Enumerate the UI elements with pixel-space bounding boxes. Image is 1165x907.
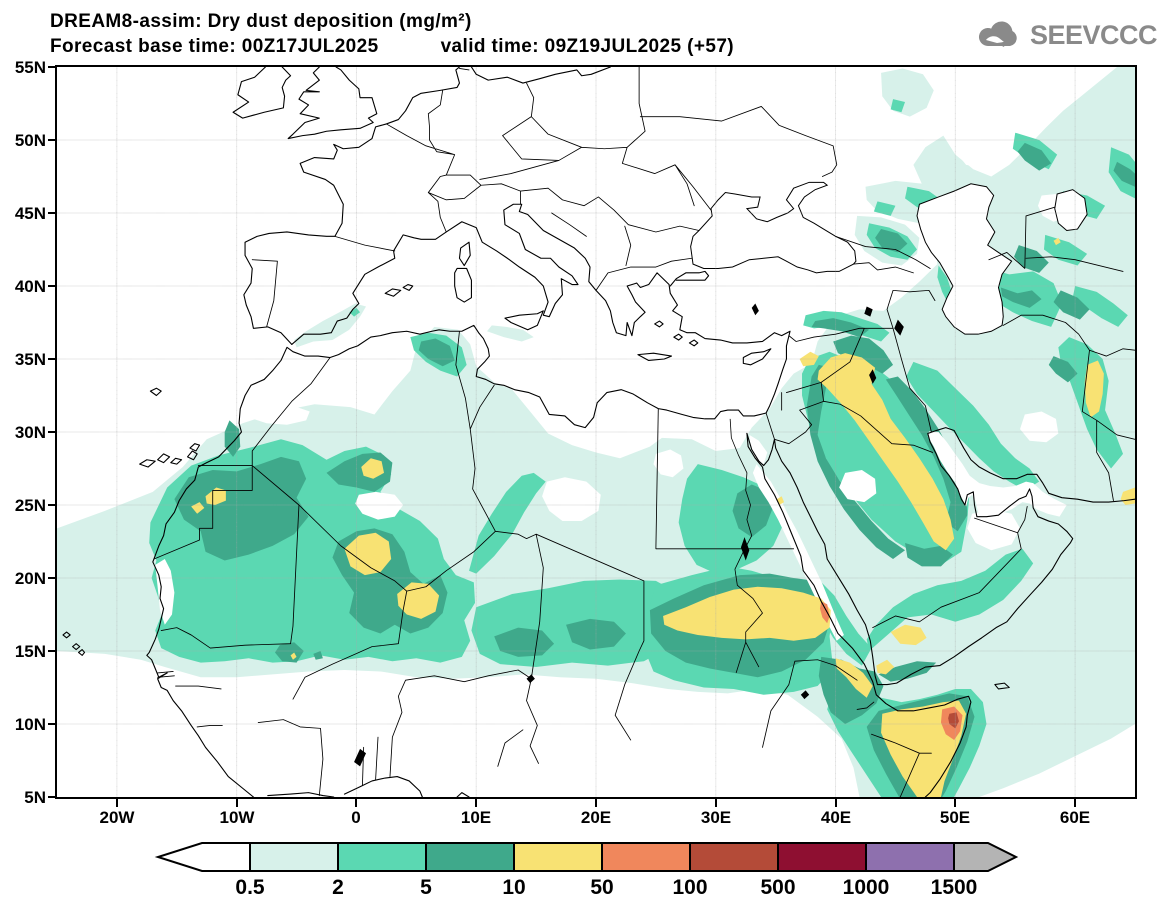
dust-holes xyxy=(155,134,1066,641)
y-axis-tick xyxy=(48,431,56,433)
colorbar-svg xyxy=(154,842,1019,872)
colorbar-label: 5 xyxy=(420,876,432,899)
y-axis-label: 50N xyxy=(14,131,46,150)
y-axis-label: 45N xyxy=(14,204,46,223)
y-axis-tick xyxy=(48,504,56,506)
y-axis-label: 5N xyxy=(24,788,46,807)
y-axis-tick xyxy=(48,577,56,579)
dust-layer-5 xyxy=(174,142,1135,797)
colorbar-seg xyxy=(513,842,603,872)
y-axis-tick xyxy=(48,796,56,798)
x-axis-tick xyxy=(595,799,597,807)
y-axis-label: 55N xyxy=(14,58,46,77)
colorbar-under-arrow xyxy=(154,842,251,872)
x-axis-label: 60E xyxy=(1059,808,1091,827)
x-axis-tick xyxy=(475,799,477,807)
forecast-base-time: Forecast base time: 00Z17JUL2025 xyxy=(50,36,379,57)
colorbar-label: 100 xyxy=(672,876,708,899)
x-axis-label: 20W xyxy=(99,808,135,827)
y-axis-label: 20N xyxy=(14,569,46,588)
map-canvas xyxy=(55,65,1137,799)
y-axis-tick xyxy=(48,358,56,360)
colorbar-seg xyxy=(601,842,691,872)
colorbar-seg xyxy=(425,842,515,872)
colorbar-seg xyxy=(865,842,955,872)
colorbar-label: 50 xyxy=(590,876,614,899)
colorbar-seg xyxy=(689,842,779,872)
x-axis-label: 20E xyxy=(580,808,612,827)
x-axis-label: 10E xyxy=(460,808,492,827)
y-axis-tick xyxy=(48,66,56,68)
x-axis-tick xyxy=(355,799,357,807)
x-axis-tick xyxy=(236,799,238,807)
colorbar-over-arrow xyxy=(953,842,1019,872)
colorbar-seg xyxy=(337,842,427,872)
colorbar-label: 2 xyxy=(332,876,344,899)
y-axis-label: 25N xyxy=(14,496,46,515)
y-axis-label: 15N xyxy=(14,642,46,661)
x-axis-tick xyxy=(116,799,118,807)
x-axis-tick xyxy=(835,799,837,807)
x-axis-tick xyxy=(715,799,717,807)
y-axis-label: 35N xyxy=(14,350,46,369)
colorbar-label: 1000 xyxy=(842,876,890,899)
cloud-icon xyxy=(978,21,1017,47)
map-svg xyxy=(57,67,1135,797)
colorbar-label: 0.5 xyxy=(235,876,265,899)
x-axis-label: 50E xyxy=(939,808,971,827)
dust-layer-10 xyxy=(191,237,1135,797)
y-axis-tick xyxy=(48,285,56,287)
x-axis-label: 0 xyxy=(351,808,361,827)
y-axis-tick xyxy=(48,212,56,214)
x-axis-tick xyxy=(1074,799,1076,807)
y-axis-tick xyxy=(48,139,56,141)
y-axis-label: 30N xyxy=(14,423,46,442)
subtitle: Forecast base time: 00Z17JUL2025 valid t… xyxy=(50,34,734,59)
logo-text: SEEVCCC xyxy=(1029,19,1158,50)
country-borders xyxy=(154,67,1135,797)
seevccc-logo: SEEVCCC xyxy=(972,16,1158,54)
rivers-lakes xyxy=(354,303,904,767)
title-block: DREAM8-assim: Dry dust deposition (mg/m²… xyxy=(50,9,734,59)
page-title: DREAM8-assim: Dry dust deposition (mg/m²… xyxy=(50,11,472,32)
colorbar-label: 1500 xyxy=(930,876,978,899)
y-axis-label: 10N xyxy=(14,715,46,734)
colorbar-seg xyxy=(249,842,339,872)
valid-time: valid time: 09Z19JUL2025 (+57) xyxy=(440,36,735,57)
colorbar-label: 500 xyxy=(760,876,796,899)
colorbar: 0.5 2 5 10 50 100 500 1000 1500 xyxy=(150,840,1030,904)
x-axis-label: 40E xyxy=(820,808,852,827)
x-axis-tick xyxy=(954,799,956,807)
y-axis-tick xyxy=(48,723,56,725)
x-axis-label: 30E xyxy=(700,808,732,827)
coastlines xyxy=(63,67,1135,797)
y-axis-label: 40N xyxy=(14,277,46,296)
y-axis-tick xyxy=(48,650,56,652)
x-axis-label: 10W xyxy=(219,808,255,827)
colorbar-seg xyxy=(777,842,867,872)
dust-layer-100 xyxy=(948,712,959,729)
colorbar-label: 10 xyxy=(502,876,526,899)
